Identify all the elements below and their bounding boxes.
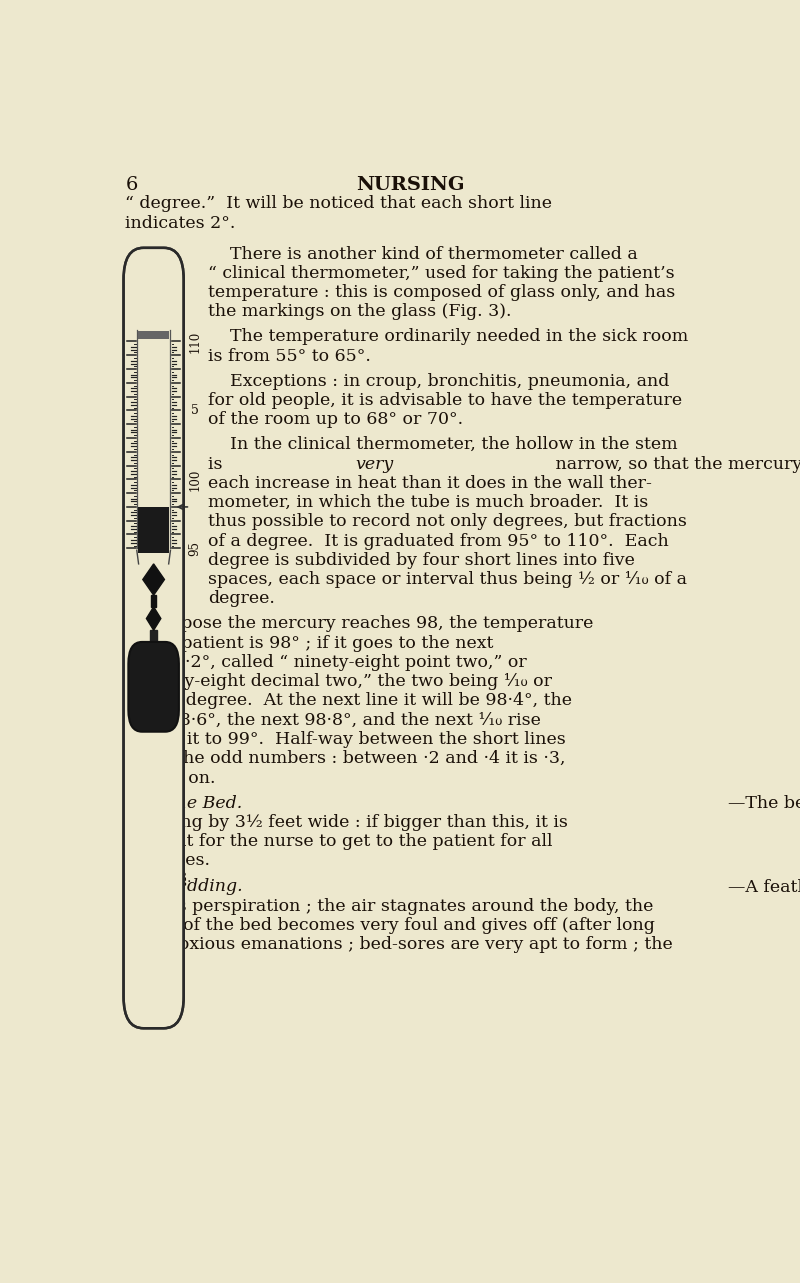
Text: 100: 100 [188, 468, 202, 490]
Text: Suppose the mercury reaches 98, the temperature: Suppose the mercury reaches 98, the temp… [125, 616, 593, 633]
Text: degree.: degree. [209, 590, 275, 607]
Text: of the patient is 98° ; if it goes to the next: of the patient is 98° ; if it goes to th… [125, 635, 498, 652]
Text: —A feather bed should not be used ; it: —A feather bed should not be used ; it [728, 879, 800, 896]
Text: Exceptions : in croup, bronchitis, pneumonia, and: Exceptions : in croup, bronchitis, pneum… [209, 372, 670, 390]
Text: the markings on the glass (Fig. 3).: the markings on the glass (Fig. 3). [209, 303, 512, 321]
Text: thus possible to record not only degrees, but fractions: thus possible to record not only degrees… [209, 513, 687, 530]
Text: of a degree.  It is graduated from 95° to 110°.  Each: of a degree. It is graduated from 95° to… [209, 532, 670, 549]
Text: —The bedstead should be of iron, 6½: —The bedstead should be of iron, 6½ [728, 794, 800, 812]
Text: very: very [355, 455, 394, 472]
Bar [138, 507, 170, 553]
Text: gives the odd numbers : between ·2 and ·4 it is ·3,: gives the odd numbers : between ·2 and ·… [125, 751, 566, 767]
FancyBboxPatch shape [123, 248, 184, 1028]
Text: feet long by 3½ feet wide : if bigger than this, it is: feet long by 3½ feet wide : if bigger th… [125, 813, 568, 831]
Text: The temperature ordinarily needed in the sick room: The temperature ordinarily needed in the… [209, 328, 689, 345]
Text: Fᴇɢ. 3.: Fᴇɢ. 3. [146, 871, 192, 884]
FancyBboxPatch shape [128, 642, 179, 731]
Text: each increase in heat than it does in the wall ther-: each increase in heat than it does in th… [209, 475, 652, 491]
Text: 95: 95 [188, 540, 202, 556]
Text: narrow, so that the mercury rises more for: narrow, so that the mercury rises more f… [550, 455, 800, 472]
Text: brings it to 99°.  Half-way between the short lines: brings it to 99°. Half-way between the s… [125, 731, 566, 748]
Text: indicates 2°.: indicates 2°. [125, 214, 235, 232]
Text: Bedding.: Bedding. [142, 879, 242, 896]
Text: difficult for the nurse to get to the patient for all: difficult for the nurse to get to the pa… [125, 833, 552, 851]
Polygon shape [151, 595, 156, 607]
Text: “ degree.”  It will be noticed that each short line: “ degree.” It will be noticed that each … [125, 195, 552, 213]
Text: “ clinical thermometer,” used for taking the patient’s: “ clinical thermometer,” used for taking… [209, 264, 675, 282]
Text: and so on.: and so on. [125, 770, 215, 786]
Polygon shape [150, 630, 158, 642]
Text: temperature : this is composed of glass only, and has: temperature : this is composed of glass … [209, 284, 676, 302]
Bar [138, 331, 170, 339]
Text: of the room up to 68° or 70°.: of the room up to 68° or 70°. [209, 412, 464, 429]
Text: is: is [209, 455, 229, 472]
Text: purposes.: purposes. [125, 852, 211, 870]
Text: The Bed.: The Bed. [142, 794, 242, 812]
Text: mometer, in which the tube is much broader.  It is: mometer, in which the tube is much broad… [209, 494, 649, 511]
Text: There is another kind of thermometer called a: There is another kind of thermometer cal… [209, 245, 638, 263]
Text: “ ninety-eight decimal two,” the two being ⅒ or: “ ninety-eight decimal two,” the two bei… [125, 674, 552, 690]
Text: 6: 6 [126, 176, 138, 194]
Text: for old people, it is advisable to have the temperature: for old people, it is advisable to have … [209, 391, 682, 409]
Text: it is 98·2°, called “ ninety-eight point two,” or: it is 98·2°, called “ ninety-eight point… [125, 654, 526, 671]
Polygon shape [146, 607, 161, 630]
Text: 110: 110 [188, 330, 202, 353]
Text: ½ of a degree.  At the next line it will be 98·4°, the: ½ of a degree. At the next line it will … [125, 693, 572, 709]
Text: retains perspiration ; the air stagnates around the body, the: retains perspiration ; the air stagnates… [125, 898, 653, 915]
Text: In the clinical thermometer, the hollow in the stem: In the clinical thermometer, the hollow … [209, 436, 678, 453]
Text: use) noxious emanations ; bed-sores are very apt to form ; the: use) noxious emanations ; bed-sores are … [125, 937, 673, 953]
Polygon shape [143, 565, 165, 595]
Text: next 98·6°, the next 98·8°, and the next ⅒ rise: next 98·6°, the next 98·8°, and the next… [125, 712, 541, 729]
Text: degree is subdivided by four short lines into five: degree is subdivided by four short lines… [209, 552, 635, 568]
Text: NURSING: NURSING [356, 176, 464, 194]
Text: inside of the bed becomes very foul and gives off (after long: inside of the bed becomes very foul and … [125, 917, 654, 934]
Text: 5: 5 [190, 404, 198, 417]
Text: is from 55° to 65°.: is from 55° to 65°. [209, 348, 371, 364]
Text: spaces, each space or interval thus being ½ or ⅒ of a: spaces, each space or interval thus bein… [209, 571, 687, 588]
